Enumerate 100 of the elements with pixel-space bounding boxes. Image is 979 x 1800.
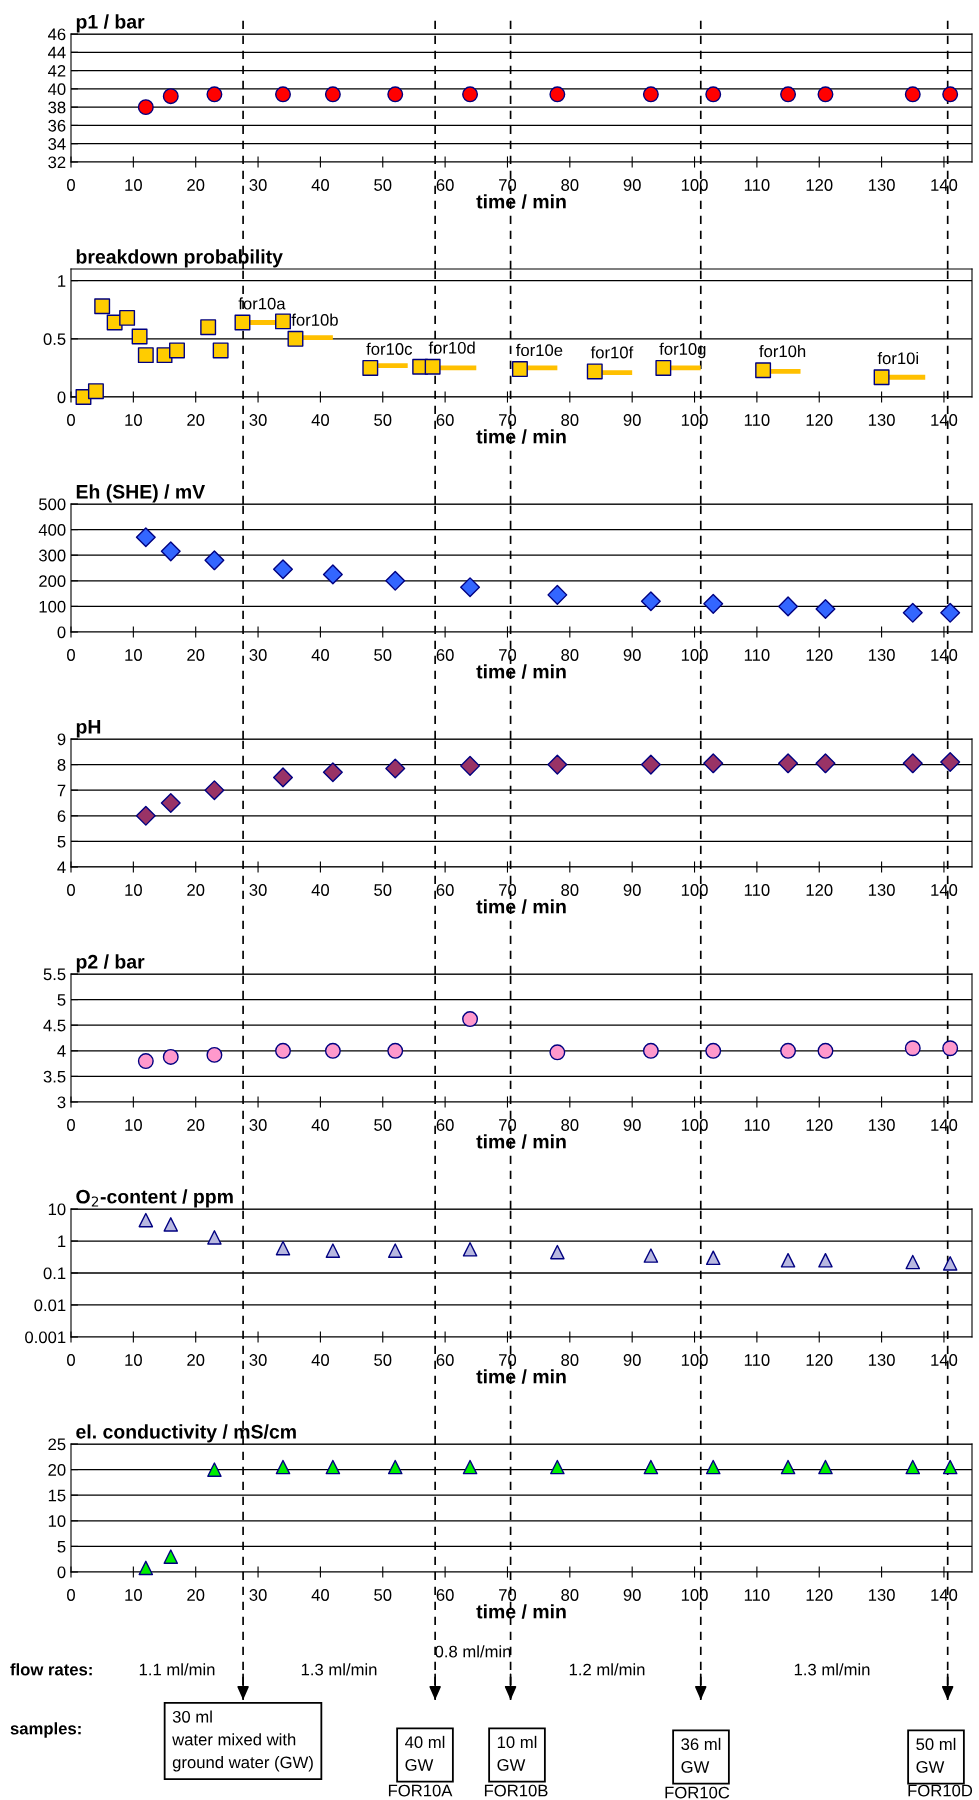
y-tick-label: 46 (47, 28, 66, 41)
point (942, 86, 959, 103)
x-tick-label: 90 (623, 649, 641, 661)
x-tick-label: 100 (681, 1354, 708, 1366)
point (873, 369, 890, 386)
point (272, 559, 294, 580)
point (780, 1459, 796, 1475)
y-tick-label: 42 (47, 64, 66, 77)
x-tick-label: 60 (436, 179, 454, 191)
x-tick-label: 120 (806, 649, 833, 661)
point (942, 1459, 958, 1475)
y-tick-label: 36 (48, 119, 66, 132)
point (547, 754, 568, 775)
x-tick-label: 120 (806, 414, 833, 426)
x-tick-label: 120 (806, 179, 833, 191)
x-axis-title: time / min (476, 899, 566, 914)
point (385, 758, 406, 779)
point (549, 86, 566, 103)
point (204, 550, 225, 571)
x-tick-label: 120 (806, 1119, 833, 1131)
point (705, 1459, 721, 1475)
point (206, 1046, 223, 1063)
point (204, 780, 225, 801)
x-tick-label: 70 (499, 1119, 517, 1131)
text: FOR10C (665, 1786, 730, 1799)
point (462, 1459, 478, 1475)
y-tick-label: 7 (57, 784, 66, 797)
y-tick-label: 0.01 (34, 1299, 66, 1312)
text: 30 ml water mixed with ground water (GW) (172, 1710, 313, 1772)
x-tick-label: 120 (806, 1354, 833, 1366)
y-tick-label: 500 (39, 498, 66, 511)
x-tick-label: 20 (187, 1589, 205, 1601)
point (550, 1244, 565, 1260)
point (424, 358, 441, 375)
x-tick-label: 70 (499, 1354, 517, 1366)
y-tick-label: 20 (48, 1464, 66, 1476)
y-tick-label: 25 (48, 1438, 66, 1451)
point (324, 86, 341, 103)
x-tick-label: 130 (868, 1589, 895, 1601)
chart-title: breakdown probability (76, 249, 283, 268)
annotation: for10b (291, 313, 338, 326)
point (206, 86, 223, 103)
x-tick-label: 50 (374, 414, 392, 426)
x-tick-label: 10 (125, 414, 142, 426)
point (780, 1252, 796, 1268)
x-axis-title: time / min (476, 1134, 566, 1149)
x-axis-title: time / min (476, 1369, 566, 1384)
point (940, 602, 961, 623)
y-tick-label: 9 (57, 733, 66, 746)
text: FOR10A (388, 1784, 453, 1797)
x-axis-title: time / min (476, 429, 566, 444)
y-tick-label: 4.5 (43, 1019, 66, 1032)
point (902, 753, 923, 774)
point (275, 313, 291, 330)
x-tick-label: 30 (249, 414, 267, 426)
point (275, 1042, 291, 1059)
chart-title: p2 / bar (76, 954, 145, 973)
point (163, 1549, 179, 1564)
x-tick-label: 100 (681, 1589, 708, 1601)
point (135, 527, 156, 548)
point (642, 86, 659, 103)
point (162, 1048, 179, 1065)
x-tick-label: 30 (249, 1354, 267, 1366)
point (817, 86, 834, 103)
x-tick-label: 140 (931, 1589, 958, 1601)
x-tick-label: 120 (806, 884, 833, 896)
x-tick-label: 110 (744, 649, 770, 661)
annotation: for10e (516, 343, 563, 357)
x-tick-label: 30 (249, 649, 267, 661)
point (131, 328, 148, 345)
text: 1.3 ml/min (794, 1663, 870, 1676)
point (778, 753, 799, 774)
x-tick-label: 40 (311, 414, 330, 426)
point (322, 762, 343, 783)
point (705, 1042, 722, 1059)
x-tick-label: 110 (744, 414, 770, 426)
x-tick-label: 110 (744, 1354, 770, 1366)
point (705, 1250, 721, 1266)
point (160, 541, 181, 562)
point (755, 362, 772, 379)
x-tick-label: 140 (931, 414, 958, 426)
x-tick-label: 60 (436, 1119, 454, 1131)
point (212, 342, 229, 359)
x-axis-title: time / min (476, 1604, 566, 1619)
point (87, 383, 104, 400)
x-tick-label: 10 (125, 179, 142, 191)
x-tick-label: 90 (623, 1589, 641, 1601)
text: 1.1 ml/min (139, 1663, 215, 1676)
x-tick-label: 40 (311, 884, 330, 896)
x-tick-label: 80 (561, 884, 579, 896)
x-tick-label: 140 (931, 884, 958, 896)
point (137, 99, 154, 116)
text: 10 ml GW (497, 1735, 537, 1771)
x-tick-label: 90 (623, 1354, 641, 1366)
x-tick-label: 40 (311, 179, 330, 191)
x-axis-title: time / min (476, 194, 566, 209)
x-tick-label: 130 (868, 179, 895, 191)
x-tick-label: 100 (681, 649, 708, 661)
point (705, 86, 722, 103)
x-axis-title: time / min (476, 664, 566, 679)
